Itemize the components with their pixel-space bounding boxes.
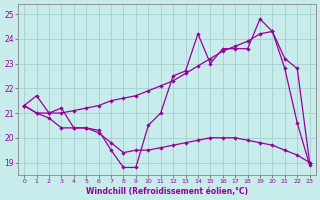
X-axis label: Windchill (Refroidissement éolien,°C): Windchill (Refroidissement éolien,°C) [86,187,248,196]
